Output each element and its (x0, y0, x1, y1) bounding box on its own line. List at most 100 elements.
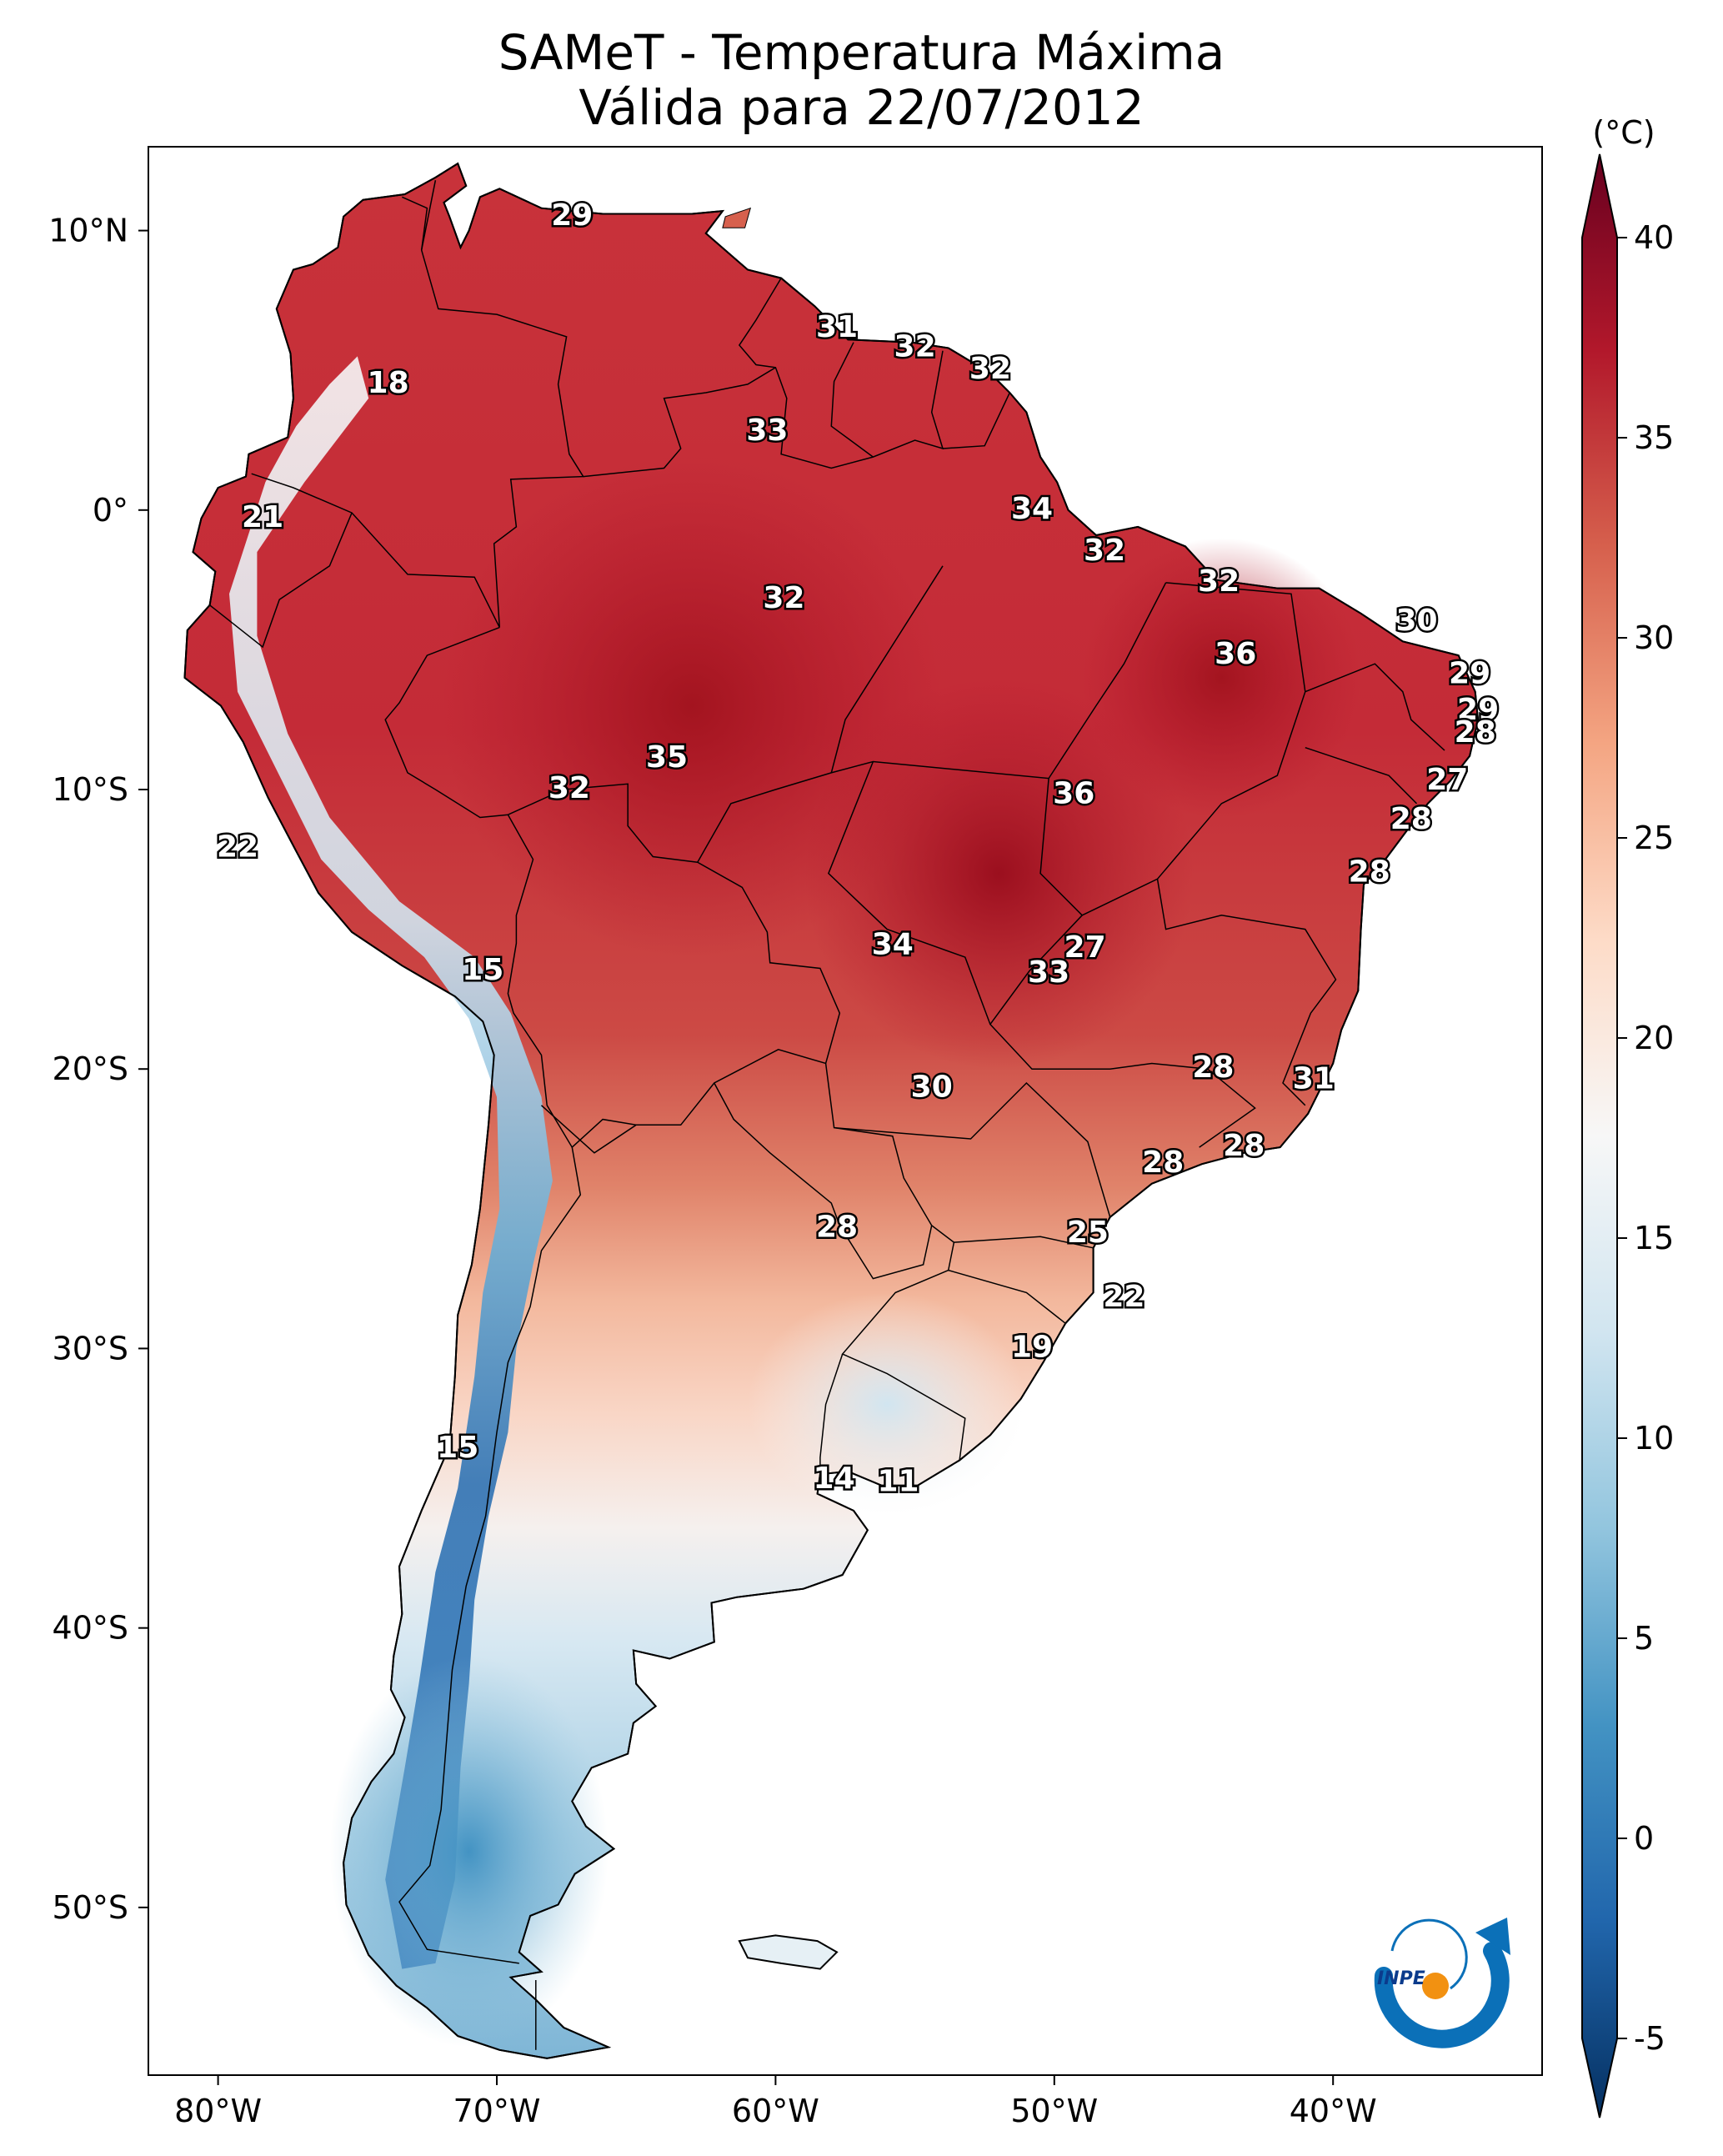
contour-label: 30 (1395, 604, 1437, 638)
lat-tick-label: 50°S (53, 1889, 128, 1926)
colorbar-tick-label: 35 (1634, 419, 1674, 456)
colorbar-tick-label: -5 (1634, 2020, 1665, 2057)
contour-label: 11 (877, 1464, 919, 1498)
cool-region-uruguay (748, 1292, 1027, 1517)
lon-tick-label: 60°W (732, 2093, 819, 2129)
cold-region-patagonia (329, 1656, 609, 2048)
longitude-axis: 80°W 70°W 60°W 50°W 40°W (174, 2075, 1377, 2129)
border-line (824, 1063, 966, 1461)
contour-label: 29 (551, 198, 593, 233)
inpe-logo-icon: INPE (1374, 1918, 1510, 2048)
latitude-axis: 10°N 0° 10°S 20°S 30°S 40°S 50°S (48, 213, 148, 1926)
contour-label: 32 (1084, 534, 1125, 568)
contour-label: 15 (437, 1431, 478, 1465)
map-frame (148, 146, 1543, 2076)
border-line (989, 915, 1256, 1148)
country-borders (209, 180, 1445, 2050)
contour-label: 30 (911, 1070, 953, 1105)
map-subtitle: Válida para 22/07/2012 (579, 79, 1144, 136)
contour-label: 19 (1011, 1330, 1053, 1364)
border-line (1305, 663, 1445, 751)
contour-label: 29 (1449, 657, 1490, 691)
contour-label: 32 (969, 352, 1011, 386)
coastline (183, 162, 1480, 2059)
contour-label: 21 (242, 500, 283, 534)
contour-label: 28 (1192, 1050, 1234, 1085)
border-line (251, 473, 500, 628)
border-line (1039, 582, 1306, 916)
border-line (828, 761, 991, 1025)
lat-tick-label: 10°S (53, 771, 128, 808)
colorbar-tick-label: 30 (1634, 619, 1674, 656)
heat-region-northeast (1082, 538, 1361, 818)
lat-tick-label: 40°S (53, 1610, 128, 1647)
border-line (209, 512, 353, 649)
contour-label: 27 (1426, 763, 1468, 797)
lon-tick-label: 70°W (453, 2093, 541, 2129)
contour-label: 28 (816, 1210, 858, 1244)
map-title: SAMeT - Temperatura Máxima (498, 24, 1225, 81)
falkland-islands (738, 1934, 839, 1970)
contour-label: 32 (1198, 564, 1240, 599)
border-line (830, 342, 944, 458)
border-line (540, 1105, 637, 1154)
contour-label: 27 (1064, 930, 1106, 965)
colorbar-ticks: 40 35 30 25 20 15 10 5 0 -5 (1617, 219, 1674, 2057)
lat-tick-label: 10°N (48, 213, 128, 249)
border-line (420, 180, 437, 251)
border-line (384, 626, 508, 819)
contour-label: 31 (816, 310, 858, 344)
contour-label: 34 (872, 928, 914, 962)
contour-label: 28 (1349, 855, 1390, 890)
inpe-logo-text: INPE (1377, 1968, 1425, 1989)
contour-label: 28 (1142, 1146, 1184, 1180)
colorbar-tick-label: 0 (1634, 1820, 1654, 1857)
border-line (1305, 746, 1418, 805)
contour-label: 15 (462, 953, 503, 987)
contour-label: 31 (1293, 1062, 1335, 1096)
contour-label: 32 (548, 771, 590, 805)
border-line (398, 1146, 582, 1964)
border-line (834, 1081, 1111, 1218)
colorbar-tick-label: 40 (1634, 219, 1674, 256)
contour-label: 22 (217, 830, 258, 864)
contour-label: 25 (1067, 1216, 1109, 1250)
contour-label: 14 (814, 1462, 855, 1496)
lat-tick-label: 30°S (53, 1330, 128, 1366)
contour-label: 32 (894, 329, 936, 364)
contour-label: 36 (1215, 637, 1256, 671)
colorbar-tick-label: 5 (1634, 1620, 1654, 1657)
border-line (830, 565, 944, 774)
contour-label: 29 (1457, 693, 1499, 727)
border-line (507, 783, 841, 1149)
contour-label: 18 (368, 366, 409, 400)
border-line (714, 1082, 933, 1280)
colorbar-unit: (°C) (1592, 114, 1655, 151)
contour-label: 36 (1053, 777, 1094, 811)
contour-label: 33 (746, 414, 788, 448)
contour-label: 34 (1011, 492, 1053, 526)
lat-tick-label: 0° (93, 492, 128, 529)
contour-label: 22 (1103, 1280, 1144, 1314)
border-line (1156, 879, 1337, 1106)
border-line (583, 367, 776, 478)
contour-label: 32 (763, 581, 804, 615)
colorbar-tick-label: 15 (1634, 1220, 1674, 1256)
contour-label: 28 (1223, 1129, 1265, 1163)
colorbar-tick-label: 25 (1634, 820, 1674, 856)
contour-label: 35 (646, 740, 688, 775)
colorbar-tick-label: 10 (1634, 1420, 1674, 1457)
caribbean-islands (722, 207, 752, 228)
contour-label: 28 (1455, 715, 1496, 750)
colorbar: 40 35 30 25 20 15 10 5 0 -5 (°C) (1581, 114, 1674, 2118)
lat-tick-label: 20°S (53, 1050, 128, 1087)
border-line (954, 1236, 1094, 1249)
contour-label: 33 (1028, 955, 1069, 990)
lon-tick-label: 80°W (174, 2093, 262, 2129)
border-line (942, 392, 1010, 449)
colorbar-body (1581, 153, 1618, 2118)
